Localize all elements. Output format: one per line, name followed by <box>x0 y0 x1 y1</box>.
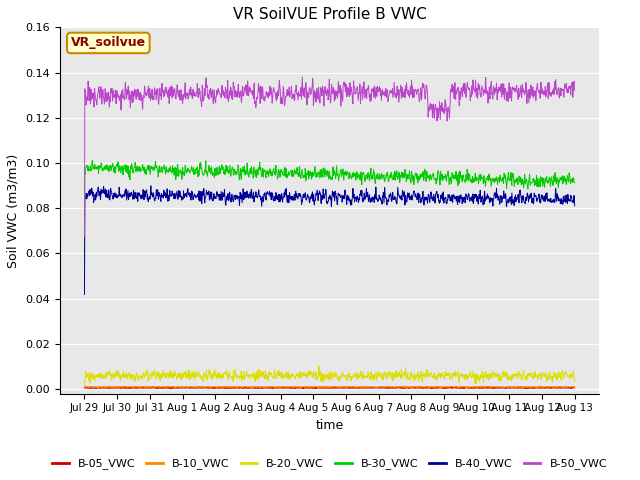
Title: VR SoilVUE Profile B VWC: VR SoilVUE Profile B VWC <box>233 7 426 22</box>
X-axis label: time: time <box>316 419 344 432</box>
Legend: B-05_VWC, B-10_VWC, B-20_VWC, B-30_VWC, B-40_VWC, B-50_VWC: B-05_VWC, B-10_VWC, B-20_VWC, B-30_VWC, … <box>48 454 611 474</box>
Y-axis label: Soil VWC (m3/m3): Soil VWC (m3/m3) <box>7 153 20 267</box>
Text: VR_soilvue: VR_soilvue <box>71 36 146 49</box>
